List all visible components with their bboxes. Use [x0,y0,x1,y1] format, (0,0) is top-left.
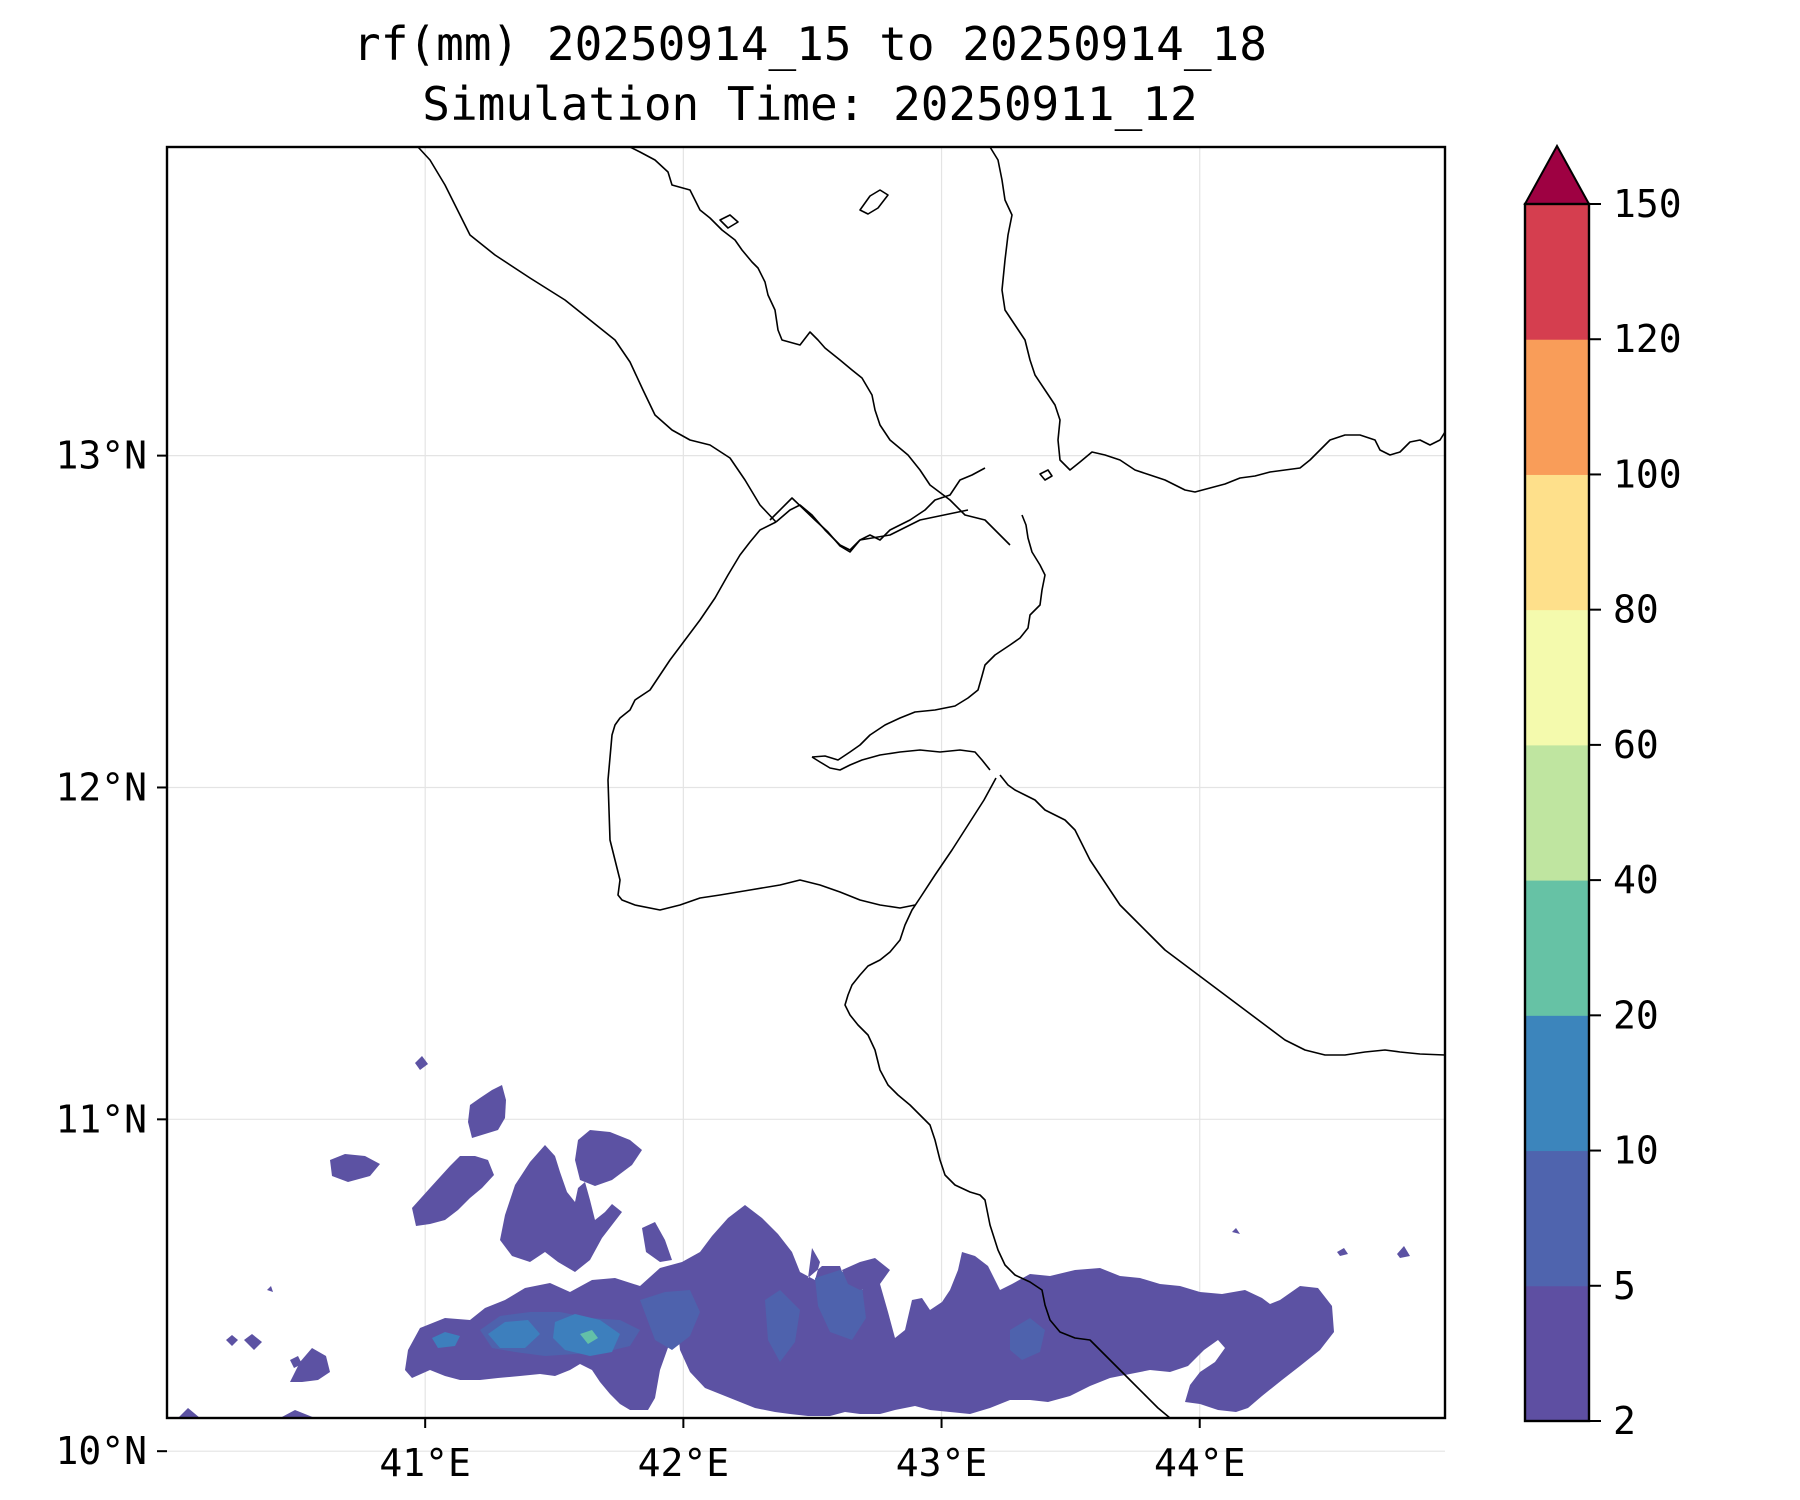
y-tick-label: 10°N [55,1429,147,1473]
colorbar-segment [1525,744,1589,881]
map-grid [167,147,1445,1452]
rain-blob-3 [575,1130,642,1186]
colorbar-segment [1525,1015,1589,1152]
coastlines-and-borders [417,147,1445,1418]
title-line-2: Simulation Time: 20250911_12 [422,77,1197,131]
rain-blob-10 [226,1335,238,1346]
rain-blob-4 [412,1156,494,1226]
title-line-1: rf(mm) 20250914_15 to 20250914_18 [353,17,1267,71]
colorbar-segment [1525,609,1589,746]
map-panel: 41°E 42°E 43°E 44°E 13°N 12°N 11°N 10°N [55,145,1447,1485]
colorbar-segment [1525,474,1589,611]
rain-blob-9 [244,1334,262,1350]
map-background [167,147,1445,1418]
rainfall-contours [178,1056,1410,1418]
island-small-west [719,214,739,229]
rain-blob-6 [642,1222,672,1262]
rain-blob-18 [1232,1228,1240,1234]
y-axis: 13°N 12°N 11°N 10°N [55,434,167,1473]
x-tick-label: 44°E [1154,1441,1246,1485]
colorbar-tick-label: 120 [1613,317,1682,361]
rain-blob-5 [500,1145,622,1272]
colorbar-frame [1523,202,1591,1423]
island-dahlak [859,189,889,215]
colorbar-tick-label: 80 [1613,588,1659,632]
colorbar-extend-arrow [1523,143,1591,205]
coastline-red-sea-west [629,147,1011,546]
y-tick-label: 11°N [55,1097,147,1141]
colorbar-tick-label: 5 [1613,1264,1636,1308]
x-axis: 41°E 42°E 43°E 44°E [379,1418,1245,1485]
colorbar: 2 5 10 20 40 60 80 100 120 150 [1523,143,1682,1443]
border-eritrea-djibouti [859,509,969,541]
colorbar-segment [1525,880,1589,1016]
rain-blob-17 [1337,1248,1348,1256]
rain-blob-19 [267,1286,273,1292]
rain-blob-16 [1397,1246,1410,1258]
colorbar-segment [1525,339,1589,475]
colorbar-segment [1525,1285,1589,1422]
x-tick-label: 43°E [896,1441,988,1485]
border-djibouti-ethiopia-somalia [844,777,1171,1418]
rain-blob-15 [842,1258,890,1290]
island-perim [1039,469,1053,481]
colorbar-segments [1525,204,1589,1422]
colorbar-tick-label: 10 [1613,1129,1659,1173]
coastline-eritrea-sudan [417,147,777,523]
coastline-gulf-of-tadjoura [775,467,986,551]
rain-blob-13 [280,1410,315,1418]
coastline-somalia-north [999,774,1445,1056]
colorbar-segment [1525,204,1589,340]
rain-blob-12 [178,1408,200,1418]
rain-blob-1 [468,1085,506,1138]
y-tick-label: 12°N [55,765,147,809]
colorbar-tick-label: 40 [1613,858,1659,902]
colorbar-tick-label: 60 [1613,723,1659,767]
rain-patch-mid-4 [815,1270,866,1340]
colorbar-tick-label: 100 [1613,452,1682,496]
rain-blob-11 [290,1348,330,1382]
colorbar-ticks: 2 5 10 20 40 60 80 100 120 150 [1589,182,1682,1443]
rain-patch-mid-2 [640,1290,700,1350]
border-eritrea-ethiopia [769,497,861,553]
rain-blob-14 [700,1262,720,1278]
rain-patch-top-1 [580,1330,598,1344]
coastline-djibouti [607,521,916,911]
rain-patch-hi-1 [488,1320,540,1348]
coastline-djibouti-gulf [811,749,991,771]
rain-patch-mid-3 [765,1290,800,1362]
rain-band-main [405,1205,1334,1416]
coastline-djibouti-south [811,514,1046,761]
coastline-yemen [989,147,1445,493]
rain-patch-hi-3 [432,1332,460,1348]
colorbar-tick-label: 2 [1613,1399,1636,1443]
x-tick-label: 42°E [638,1441,730,1485]
colorbar-tick-label: 150 [1613,182,1682,226]
colorbar-tick-label: 20 [1613,993,1659,1037]
map-frame [165,145,1447,1420]
rain-patch-mid-5 [1010,1318,1045,1360]
x-tick-label: 41°E [379,1441,471,1485]
rain-blob-7 [415,1056,428,1070]
rain-blob-2 [330,1154,380,1182]
y-tick-label: 13°N [55,434,147,478]
colorbar-segment [1525,1150,1589,1287]
